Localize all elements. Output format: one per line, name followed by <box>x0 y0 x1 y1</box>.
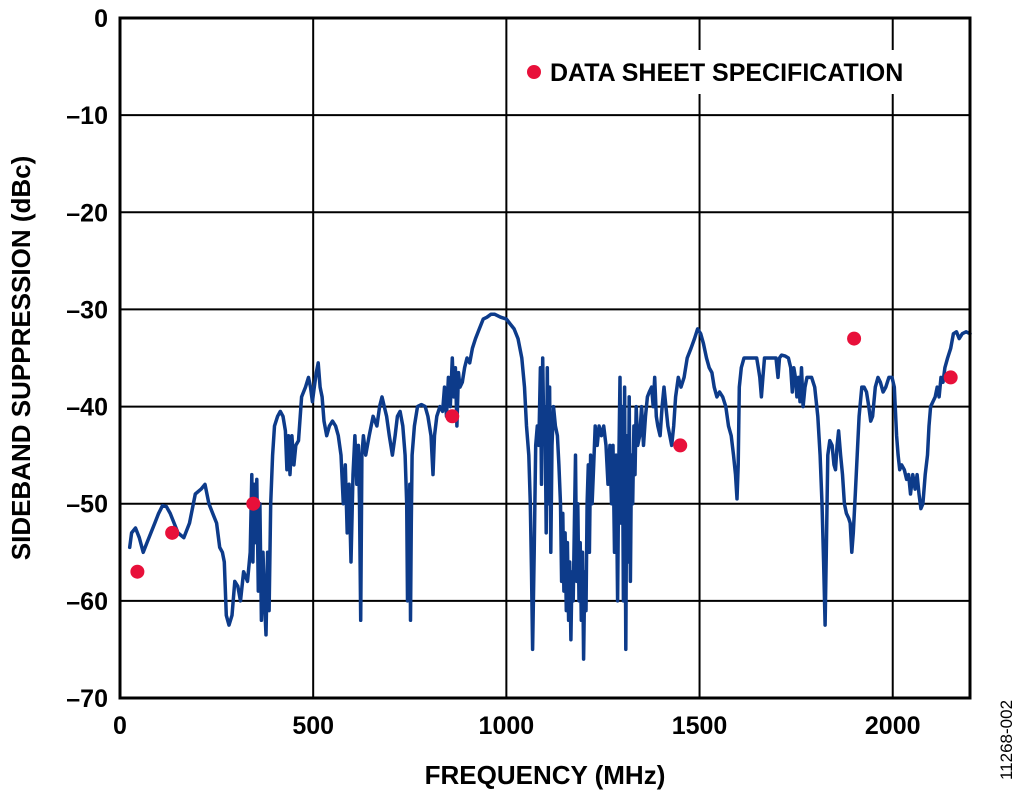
y-tick-label: –60 <box>66 588 108 616</box>
y-tick-label: –20 <box>66 199 108 227</box>
x-tick-label: 0 <box>113 712 127 740</box>
y-tick-label: –10 <box>66 102 108 130</box>
x-tick-label: 1000 <box>479 712 535 740</box>
spec-point <box>847 331 862 346</box>
legend-marker <box>527 65 541 79</box>
spec-point <box>130 564 145 579</box>
x-tick-label: 500 <box>292 712 334 740</box>
spec-point <box>246 496 261 511</box>
y-tick-labels: 0 –10 –20 –30 –40 –50 –60 –70 <box>66 5 108 713</box>
spec-point <box>673 438 688 453</box>
y-tick-label: –70 <box>66 685 108 713</box>
legend-label: DATA SHEET SPECIFICATION <box>550 59 903 87</box>
y-tick-label: –40 <box>66 394 108 422</box>
legend: DATA SHEET SPECIFICATION <box>516 50 964 94</box>
plot-frame <box>118 16 972 700</box>
spec-point <box>165 525 180 540</box>
y-axis-title: SIDEBAND SUPPRESSION (dBc) <box>6 156 36 561</box>
legend-background <box>516 50 964 94</box>
spec-point <box>943 370 958 385</box>
x-tick-label: 2000 <box>865 712 921 740</box>
x-tick-label: 1500 <box>672 712 728 740</box>
y-tick-label: 0 <box>94 5 108 33</box>
data-layer <box>127 312 972 661</box>
y-tick-label: –50 <box>66 491 108 519</box>
x-tick-labels: 0 500 1000 1500 2000 <box>113 712 920 740</box>
spec-point <box>445 409 460 424</box>
y-tick-label: –30 <box>66 296 108 324</box>
figure-id: 11268-002 <box>997 700 1016 780</box>
plot-background <box>120 18 970 698</box>
x-axis-title: FREQUENCY (MHz) <box>425 760 666 790</box>
series-line-measured <box>127 312 972 661</box>
